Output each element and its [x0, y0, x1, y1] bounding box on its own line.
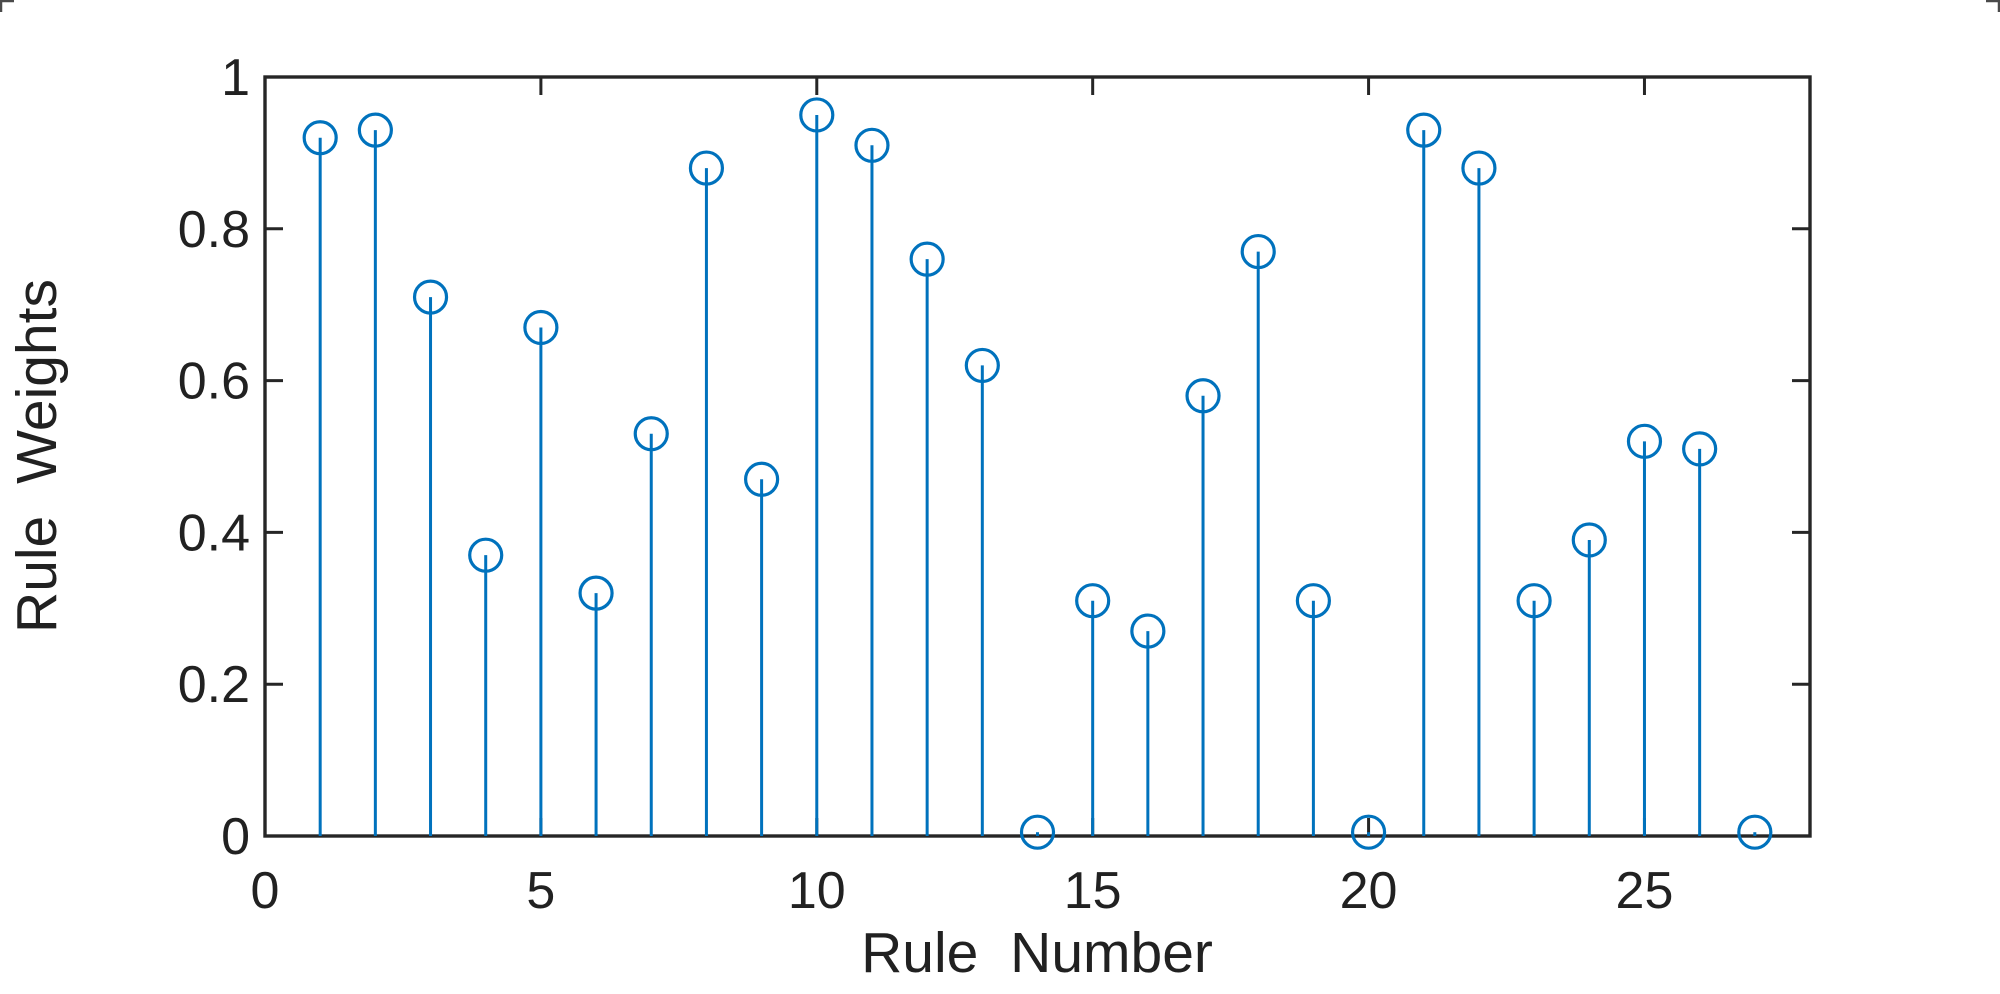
stem-marker: [1737, 814, 1773, 850]
stem-marker: [1682, 431, 1718, 467]
stem-marker: [1516, 583, 1552, 619]
stem-marker: [1406, 112, 1442, 148]
stem-marker: [744, 461, 780, 497]
tick-labels-layer: 0 5 10 15 20 25 0 0.2 0.4 0.6 0.8 1: [178, 49, 1674, 920]
stem-marker: [302, 120, 338, 156]
stem-marker: [1019, 814, 1056, 850]
stem-marker: [799, 97, 835, 133]
stem-marker: [468, 537, 504, 573]
stem-marker: [633, 416, 669, 452]
plot-box: [263, 75, 1812, 838]
screen-corner-mark-top-left: [0, 0, 14, 12]
stem-marker: [1295, 583, 1331, 619]
x-tick-label: 5: [526, 862, 555, 920]
x-tick-label: 25: [1616, 862, 1674, 920]
stems-layer: [302, 97, 1773, 850]
y-tick-label: 0.8: [178, 201, 250, 259]
stem-marker: [1626, 423, 1663, 459]
stem-marker: [357, 112, 393, 148]
x-tick-label: 0: [251, 862, 280, 920]
stem-marker: [1350, 814, 1387, 850]
y-tick-label: 1: [221, 49, 250, 107]
y-tick-label: 0: [221, 808, 250, 866]
stem-marker: [909, 241, 945, 277]
stem-marker: [854, 127, 890, 163]
x-tick-label: 15: [1064, 862, 1122, 920]
stem-marker: [1571, 522, 1607, 558]
stem-marker: [964, 347, 1000, 384]
stem-marker: [578, 575, 614, 611]
x-tick-label: 20: [1340, 862, 1398, 920]
stem-marker: [523, 309, 559, 346]
stem-marker: [1240, 233, 1276, 270]
y-tick-label: 0.4: [178, 504, 250, 562]
stem-marker: [1461, 150, 1497, 186]
axes-layer: [263, 75, 1812, 838]
stem-marker: [1075, 583, 1111, 619]
y-tick-label: 0.6: [178, 353, 250, 411]
x-axis-label: Rule Number: [861, 921, 1213, 985]
y-axis-label: Rule Weights: [5, 279, 69, 633]
screen-corner-mark-top-right: [1986, 0, 2000, 12]
stem-marker: [1185, 378, 1221, 414]
x-tick-label: 10: [788, 862, 846, 920]
y-tick-label: 0.2: [178, 656, 250, 714]
stem-marker: [1130, 613, 1166, 649]
stem-marker: [688, 150, 725, 186]
stem-marker: [412, 279, 449, 315]
